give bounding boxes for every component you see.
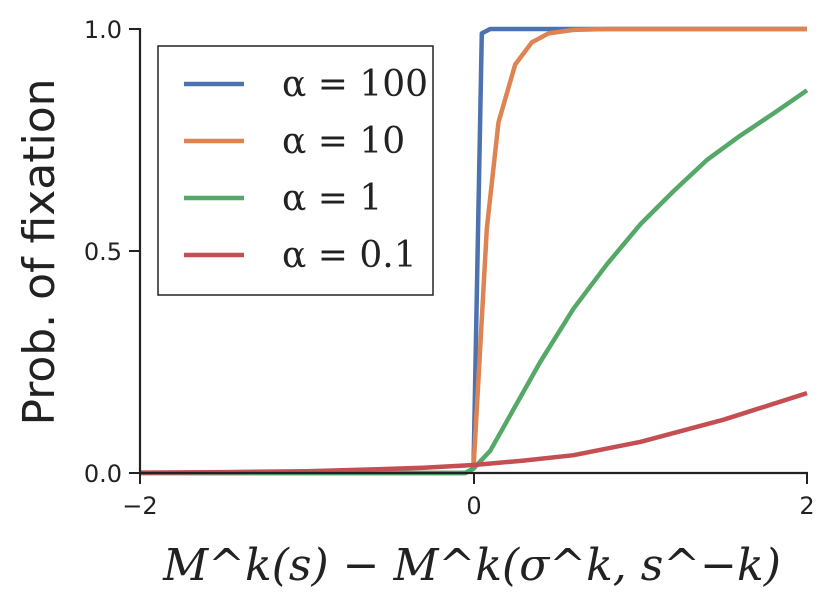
legend-entries: α = 100 α = 10 α = 1 α = 0.1 bbox=[184, 64, 428, 276]
legend-label: α = 100 bbox=[282, 64, 428, 105]
x-tick-label: 2 bbox=[799, 492, 814, 520]
legend-label: α = 0.1 bbox=[282, 235, 417, 276]
legend-label: α = 1 bbox=[282, 178, 382, 219]
x-ticks: −2 0 2 bbox=[122, 473, 815, 520]
legend-label: α = 10 bbox=[282, 121, 405, 162]
y-tick-label: 0.5 bbox=[84, 238, 122, 266]
x-tick-label: −2 bbox=[122, 492, 157, 520]
series-line-4 bbox=[139, 390, 808, 475]
y-tick-label: 1.0 bbox=[84, 16, 122, 44]
x-tick-label: 0 bbox=[466, 492, 481, 520]
y-ticks: 0.0 0.5 1.0 bbox=[84, 16, 140, 488]
legend: α = 100 α = 10 α = 1 α = 0.1 bbox=[157, 45, 434, 296]
x-axis-label: M^k(s) − M^k(σ^k, s^−k) bbox=[162, 540, 781, 591]
y-tick-label: 0.0 bbox=[84, 460, 122, 488]
y-axis-label: Prob. of fixation bbox=[14, 78, 65, 425]
